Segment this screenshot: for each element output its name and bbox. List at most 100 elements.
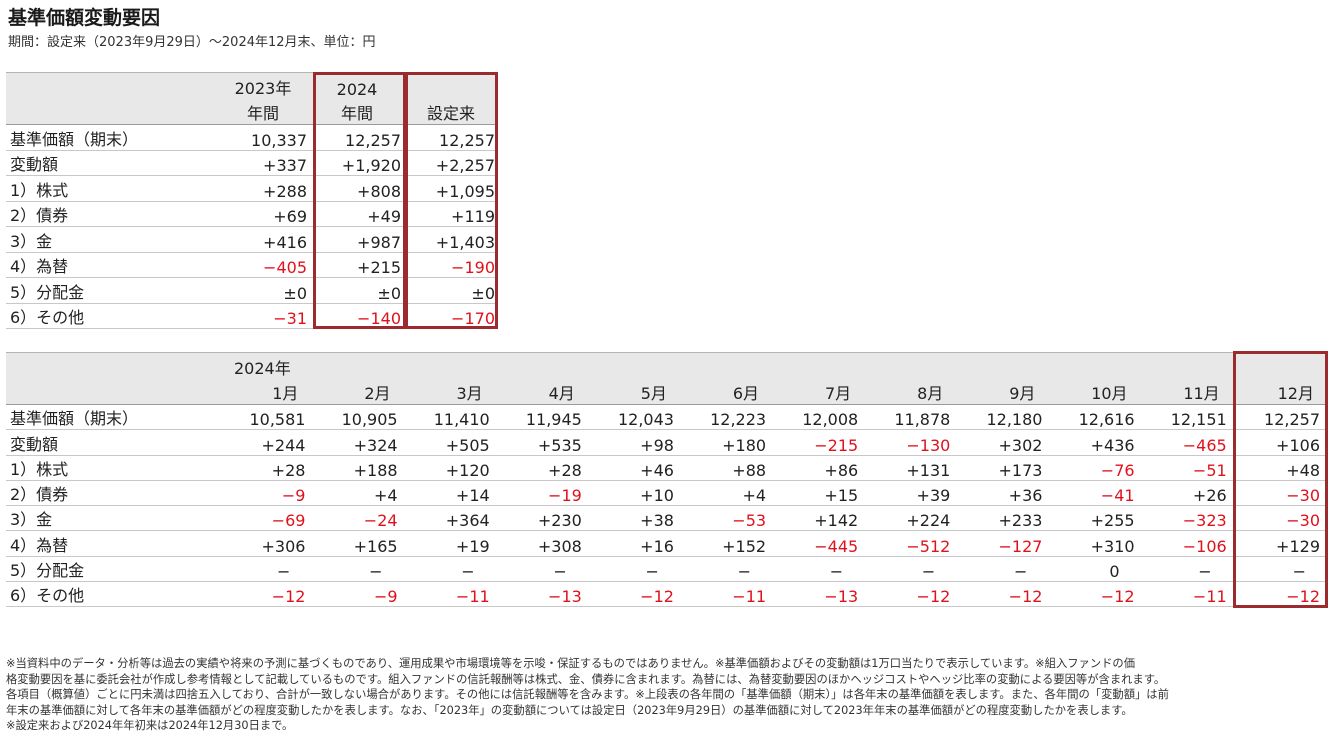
value-cell: +28 — [216, 455, 309, 481]
footnote-line: ※当資料中のデータ・分析等は過去の実績や将来の予測に基づくものであり、運用成果や… — [6, 657, 1136, 670]
column-header: 年間 — [310, 99, 404, 125]
value-cell: +1,095 — [404, 175, 498, 202]
value-cell: +215 — [310, 252, 404, 278]
value-cell: − — [492, 556, 585, 583]
value-cell: −170 — [404, 303, 498, 329]
value-cell: −12 — [216, 581, 309, 608]
value-cell: 10,581 — [216, 404, 309, 431]
value-cell: − — [676, 556, 770, 583]
value-cell: ±0 — [216, 277, 310, 304]
value-cell: 11,878 — [861, 404, 954, 431]
value-cell: 12,257 — [310, 124, 404, 151]
month-column-header: 9月 — [953, 379, 1046, 405]
value-cell: +88 — [676, 455, 770, 481]
footnote-line: ※設定来および2024年年初来は2024年12月30日まで。 — [6, 719, 294, 733]
value-cell: +48 — [1229, 455, 1328, 481]
value-cell: 12,180 — [953, 404, 1046, 431]
value-cell: − — [584, 556, 677, 583]
value-cell: +129 — [1229, 530, 1328, 557]
value-cell: +98 — [584, 429, 677, 456]
table-row: 2）債券 −9 +4 +14 −19 +10 +4 +15 +39 +36 −41 +26 −30 — [6, 480, 1328, 507]
value-cell: −31 — [216, 303, 310, 329]
value-cell: 11,410 — [400, 404, 493, 431]
value-cell: −127 — [953, 530, 1046, 557]
header-empty-cell — [492, 352, 585, 379]
value-cell: −53 — [676, 505, 770, 532]
value-cell: −30 — [1229, 480, 1328, 507]
table-header-row: 年間 年間 設定来 — [6, 99, 498, 125]
row-label: 変動額 — [6, 429, 217, 456]
footnotes: ※当資料中のデータ・分析等は過去の実績や将来の予測に基づくものであり、運用成果や… — [6, 656, 1334, 734]
footnote-line: 年末の基準価額に対して各年末の基準価額がどの程度変動したかを表します。なお、「2… — [6, 703, 1133, 717]
value-cell: − — [953, 556, 1046, 583]
table-row: 4）為替 +306 +165 +19 +308 +16 +152 −445 −512 −127 +3… — [6, 530, 1328, 557]
row-label: 6）その他 — [6, 303, 216, 329]
value-cell: +4 — [676, 480, 770, 507]
header-empty-cell — [1137, 352, 1230, 379]
value-cell: +2,257 — [404, 150, 498, 176]
value-cell: +188 — [308, 455, 401, 481]
value-cell: −12 — [584, 581, 677, 608]
value-cell: +535 — [492, 429, 585, 456]
value-cell: +505 — [400, 429, 493, 456]
row-label: 2）債券 — [6, 201, 216, 227]
table-row: 基準価額（期末） 10,581 10,905 11,410 11,945 12,043 12… — [6, 404, 1328, 431]
header-empty-cell — [400, 352, 493, 379]
footnote-line: 格変動要因を基に委託会社が作成し参考情報として記載しているものです。組入ファンド… — [6, 672, 1166, 686]
value-cell: +364 — [400, 505, 493, 532]
month-column-header: 4月 — [492, 379, 585, 405]
column-header — [404, 72, 498, 99]
value-cell: +86 — [769, 455, 862, 481]
header-corner-cell — [6, 379, 217, 405]
value-cell: −190 — [404, 252, 498, 278]
value-cell: +152 — [676, 530, 770, 557]
value-cell: +26 — [1137, 480, 1230, 507]
value-cell: −9 — [216, 480, 309, 507]
value-cell: +39 — [861, 480, 954, 507]
value-cell: 12,008 — [769, 404, 862, 431]
value-cell: 10,337 — [216, 124, 310, 151]
value-cell: −12 — [1229, 581, 1328, 608]
header-empty-cell — [1229, 352, 1328, 379]
value-cell: +28 — [492, 455, 585, 481]
page-title: 基準価額変動要因 — [8, 7, 161, 29]
header-empty-cell — [861, 352, 954, 379]
row-label: 6）その他 — [6, 581, 217, 608]
value-cell: +142 — [769, 505, 862, 532]
annual-change-table: 2023年 2024 年間 年間 設定来 基準価額（期末） 10,337 12,25… — [6, 72, 498, 329]
value-cell: +1,920 — [310, 150, 404, 176]
footnote-line: 各項目（概算値）ごとに円未満は四捨五入しており、合計が一致しない場合があります。… — [6, 688, 1169, 702]
value-cell: −51 — [1137, 455, 1230, 481]
month-column-header: 1月 — [216, 379, 309, 405]
value-cell: +255 — [1045, 505, 1138, 532]
value-cell: −11 — [400, 581, 493, 608]
value-cell: +173 — [953, 455, 1046, 481]
value-cell: 11,945 — [492, 404, 585, 431]
value-cell: − — [308, 556, 401, 583]
month-column-header: 6月 — [676, 379, 770, 405]
header-empty-cell — [769, 352, 862, 379]
value-cell: +808 — [310, 175, 404, 202]
period-subtitle: 期間：設定来（2023年9月29日）～2024年12月末、単位：円 — [8, 35, 376, 50]
value-cell: +288 — [216, 175, 310, 202]
value-cell: −24 — [308, 505, 401, 532]
value-cell: −445 — [769, 530, 862, 557]
value-cell: +436 — [1045, 429, 1138, 456]
header-corner-cell — [6, 99, 216, 125]
value-cell: +310 — [1045, 530, 1138, 557]
value-cell: +244 — [216, 429, 309, 456]
monthly-change-table: 2024年 1月 2月 3月 4月 5月 6月 7月 8月 9月 10月 11月 12月 基準価額（期… — [6, 352, 1328, 608]
table-header-row: 1月 2月 3月 4月 5月 6月 7月 8月 9月 10月 11月 12月 — [6, 379, 1328, 405]
table-row: 4）為替 −405 +215 −190 — [6, 252, 498, 278]
value-cell: −76 — [1045, 455, 1138, 481]
value-cell: +15 — [769, 480, 862, 507]
value-cell: +19 — [400, 530, 493, 557]
table-row: 3）金 +416 +987 +1,403 — [6, 226, 498, 253]
value-cell: 12,223 — [676, 404, 770, 431]
value-cell: −13 — [769, 581, 862, 608]
value-cell: +49 — [310, 201, 404, 227]
month-column-header: 5月 — [584, 379, 677, 405]
month-column-header: 2月 — [308, 379, 401, 405]
value-cell: 12,257 — [1229, 404, 1328, 431]
value-cell: −323 — [1137, 505, 1230, 532]
